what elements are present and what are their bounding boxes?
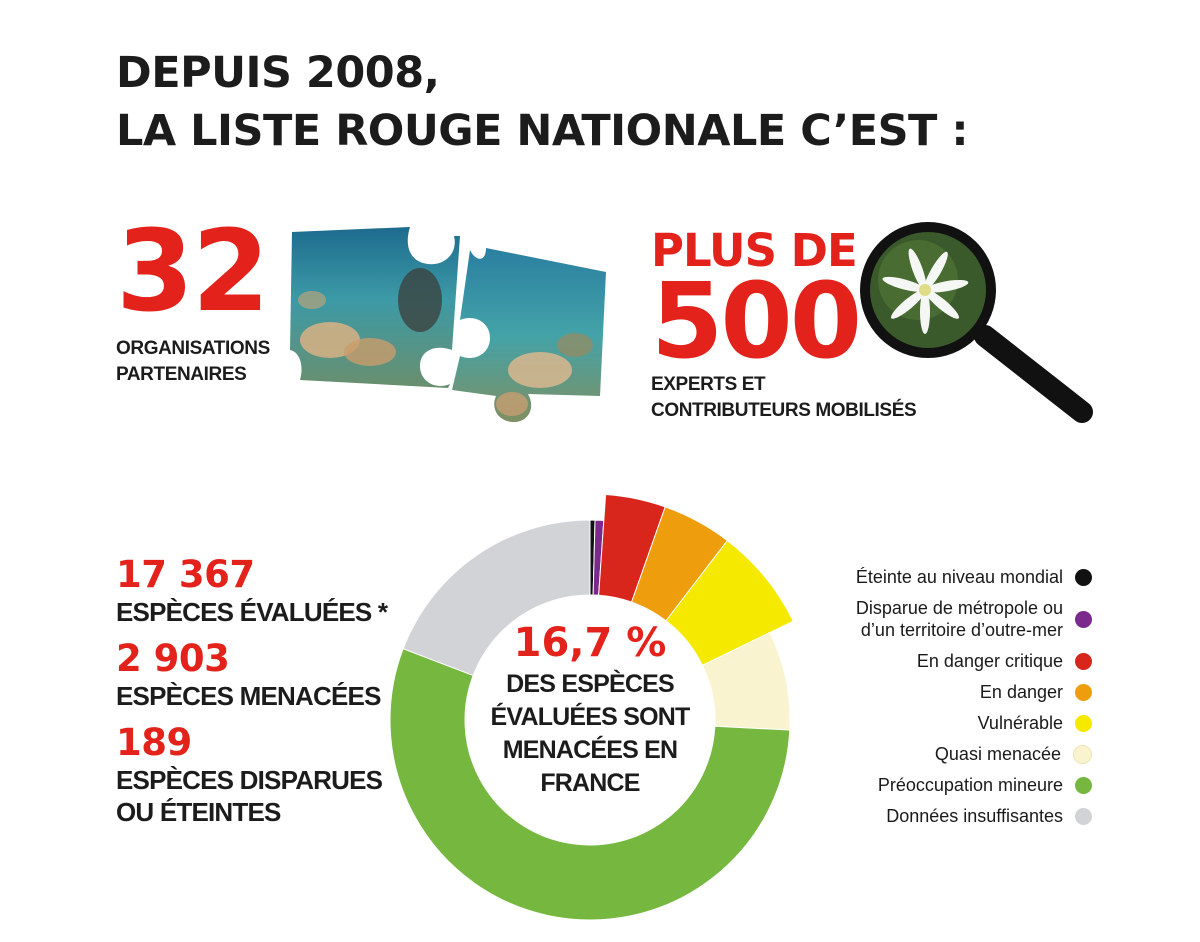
- experts-label: EXPERTS ET CONTRIBUTEURS MOBILISÉS: [651, 372, 917, 424]
- center-line-2: ÉVALUÉES SONT: [490, 703, 691, 731]
- stat-label: ESPÈCES ÉVALUÉES *: [116, 596, 388, 628]
- stat-label: ESPÈCES DISPARUES OU ÉTEINTES: [116, 764, 387, 828]
- legend-item: Vulnérable: [760, 712, 1092, 734]
- center-line-3: MENACÉES EN: [502, 736, 678, 764]
- partners-label-line-1: ORGANISATIONS: [116, 338, 270, 359]
- stat-label-line-1: ESPÈCES DISPARUES: [116, 765, 383, 795]
- legend-swatch: [1075, 776, 1092, 794]
- legend-item: Données insuffisantes: [760, 805, 1092, 827]
- legend-swatch: [1075, 807, 1092, 825]
- stat-value: 17 367: [116, 553, 255, 596]
- stat-threatened: 2 903 ESPÈCES MENACÉES: [116, 638, 387, 712]
- legend-item: Disparue de métropole ou d’un territoire …: [760, 597, 1092, 641]
- partners-number: 32: [116, 207, 270, 337]
- center-line-4: FRANCE: [540, 769, 640, 797]
- stat-label-line-1: ESPÈCES MENACÉES: [116, 681, 381, 711]
- stat-value: 2 903: [116, 637, 230, 680]
- stat-label-line-2: OU ÉTEINTES: [116, 797, 281, 827]
- legend-swatch: [1075, 714, 1092, 732]
- donut-slice: [665, 539, 794, 667]
- stat-label-line-1: ESPÈCES ÉVALUÉES *: [116, 597, 388, 627]
- center-line-1: DES ESPÈCES: [506, 670, 674, 698]
- legend-label: En danger: [979, 682, 1063, 702]
- stats-list: 17 367 ESPÈCES ÉVALUÉES * 2 903 ESPÈCES …: [116, 553, 388, 828]
- legend-label: Préoccupation mineure: [877, 775, 1063, 795]
- stat-label: ESPÈCES MENACÉES: [116, 680, 387, 712]
- stat-value: 189: [116, 721, 192, 764]
- legend-label: Disparue de métropole ou d’un territoire …: [855, 598, 1063, 640]
- donut-slice: [402, 519, 591, 677]
- legend-swatch: [1073, 744, 1092, 764]
- legend-label: Données insuffisantes: [886, 806, 1063, 826]
- donut-slice: [389, 648, 791, 921]
- stat-extinct: 189 ESPÈCES DISPARUES OU ÉTEINTES: [116, 722, 387, 828]
- legend-swatch: [1075, 610, 1092, 628]
- experts-prefix: PLUS DE: [651, 224, 858, 277]
- title-line-1: DEPUIS 2008,: [116, 48, 440, 98]
- experts-number: 500: [651, 260, 862, 382]
- stat-evaluated: 17 367 ESPÈCES ÉVALUÉES *: [116, 553, 388, 628]
- experts-label-line-1: EXPERTS ET: [651, 374, 766, 395]
- legend-item: Éteinte au niveau mondial: [760, 566, 1092, 588]
- legend-item: Quasi menacée: [760, 743, 1092, 765]
- page-title: DEPUIS 2008, LA LISTE ROUGE NATIONALE C’…: [116, 44, 969, 160]
- legend-swatch: [1075, 652, 1092, 670]
- legend-item: Préoccupation mineure: [760, 774, 1092, 796]
- experts-label-line-2: CONTRIBUTEURS MOBILISÉS: [651, 400, 917, 421]
- legend-label: Vulnérable: [977, 713, 1063, 733]
- partners-label-line-2: PARTENAIRES: [116, 364, 247, 385]
- chart-legend: Éteinte au niveau mondial Disparue de mét…: [760, 566, 1092, 836]
- legend-label: Quasi menacée: [934, 744, 1061, 764]
- legend-item: En danger critique: [760, 650, 1092, 672]
- legend-label: Éteinte au niveau mondial: [855, 567, 1063, 587]
- legend-label: En danger critique: [916, 651, 1063, 671]
- partners-label: ORGANISATIONS PARTENAIRES: [116, 336, 270, 388]
- legend-swatch: [1075, 683, 1092, 701]
- donut-center-percent: 16,7 %: [513, 620, 667, 666]
- legend-swatch: [1075, 568, 1092, 586]
- legend-item: En danger: [760, 681, 1092, 703]
- donut-center-text: DES ESPÈCES ÉVALUÉES SONT MENACÉES EN FR…: [470, 668, 710, 800]
- title-line-2: LA LISTE ROUGE NATIONALE C’EST :: [116, 106, 969, 156]
